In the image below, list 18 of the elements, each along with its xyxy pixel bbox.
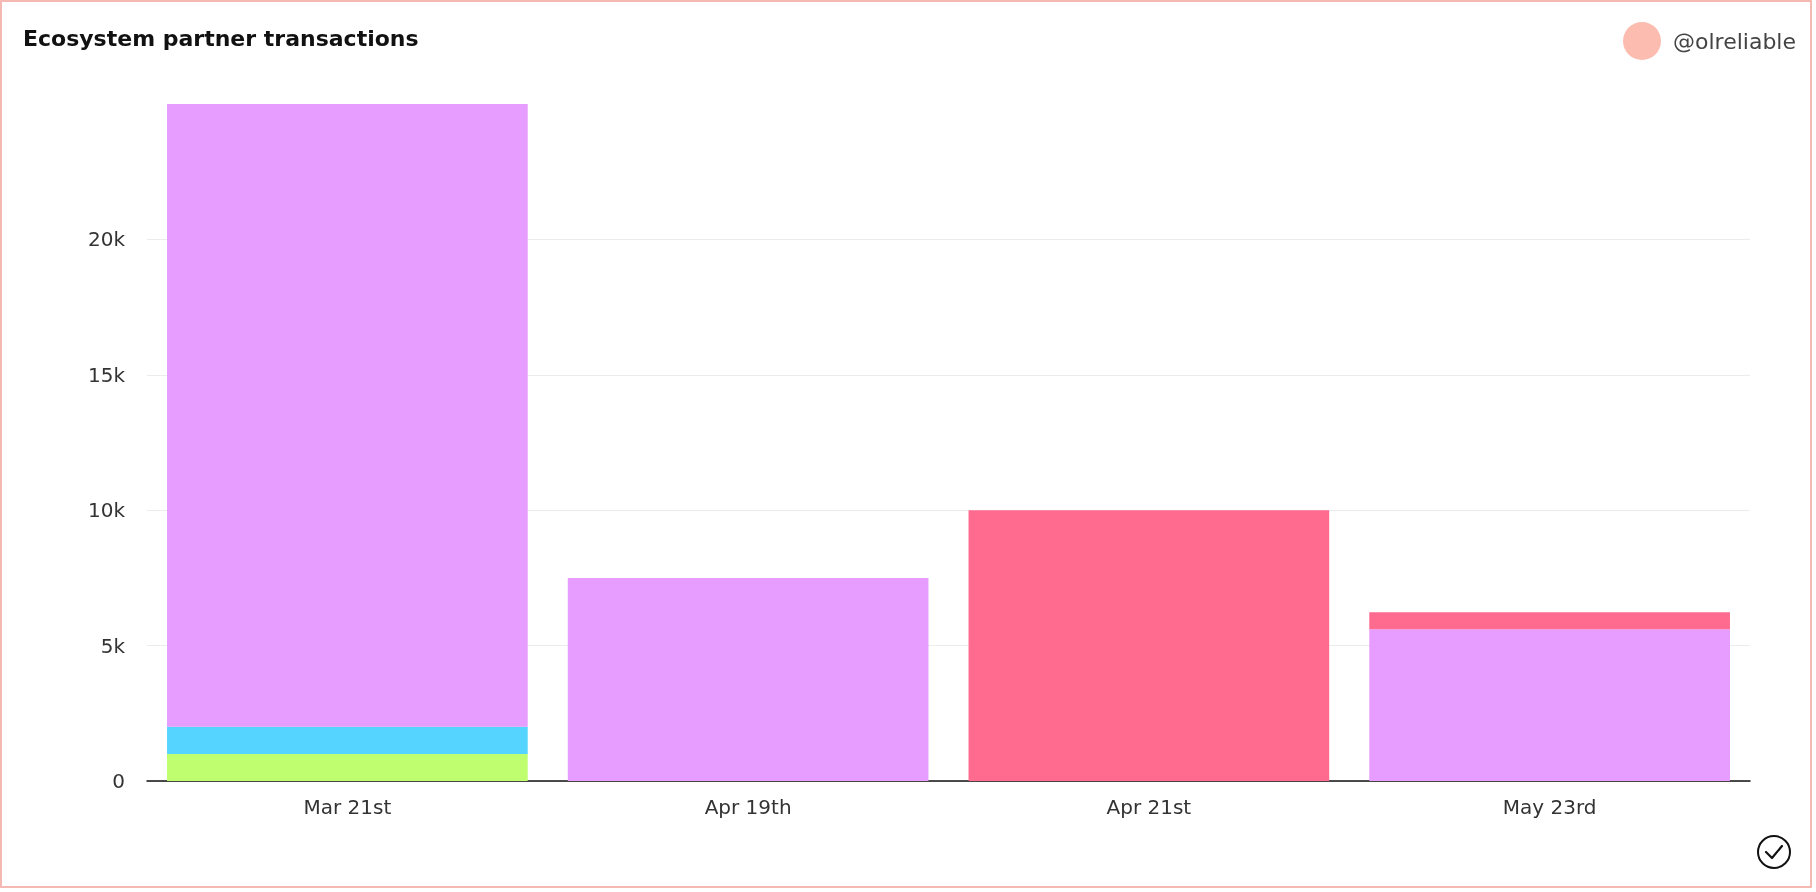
y-tick-label: 0 bbox=[112, 769, 125, 793]
bar bbox=[567, 577, 929, 781]
bar bbox=[968, 510, 1330, 781]
x-tick-label: May 23rd bbox=[1502, 795, 1597, 819]
bar bbox=[1369, 612, 1730, 630]
bar bbox=[167, 726, 528, 754]
x-tick-label: Mar 21st bbox=[303, 795, 392, 819]
y-tick-label: 15k bbox=[87, 362, 126, 387]
text: @olreliable bbox=[1673, 28, 1796, 54]
y-tick-label: 20k bbox=[87, 227, 126, 252]
x-tick-label: Apr 21st bbox=[1106, 795, 1192, 819]
x-tick-label: Apr 19th bbox=[704, 795, 792, 819]
bar bbox=[1369, 629, 1730, 781]
chart-title: Ecosystem partner transactions bbox=[23, 25, 419, 51]
bar bbox=[167, 104, 528, 727]
bar bbox=[167, 753, 528, 781]
y-tick-label: 10k bbox=[87, 498, 126, 523]
y-tick-label: 5k bbox=[100, 633, 126, 658]
